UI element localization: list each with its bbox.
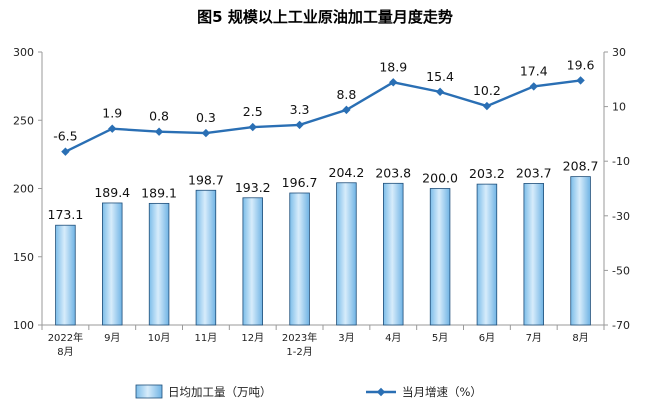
line-point xyxy=(108,124,117,133)
line-point xyxy=(435,87,445,97)
x-tick-label: 5月 xyxy=(432,332,448,344)
bar xyxy=(429,188,451,326)
bar-data-label: 173.1 xyxy=(48,207,84,222)
bar xyxy=(55,224,76,326)
legend-bar-label: 日均加工量（万吨） xyxy=(168,385,272,399)
line-point xyxy=(248,122,257,132)
y-left-tick-label: 150 xyxy=(13,251,34,264)
line-point xyxy=(295,120,304,130)
x-tick-label: 6月 xyxy=(479,332,495,344)
x-tick-label: 2022年 xyxy=(48,331,83,344)
bar xyxy=(289,192,310,326)
y-right-tick-label: 30 xyxy=(612,46,626,59)
line-point xyxy=(61,147,70,156)
bar xyxy=(148,202,170,326)
bar-data-label: 203.8 xyxy=(375,165,411,180)
x-tick-label: 7月 xyxy=(526,332,542,344)
bar xyxy=(195,189,217,326)
y-right-tick-label: -70 xyxy=(612,319,630,332)
line-data-label: 1.9 xyxy=(102,106,122,121)
line-point xyxy=(154,127,164,136)
bar xyxy=(102,202,123,326)
bar-series: 173.1 189.4 189.1 198.7 193.2 196.7 204.2 203.8… xyxy=(48,159,599,326)
line-point xyxy=(201,128,211,138)
line-data-label: 10.2 xyxy=(473,83,501,98)
line-point xyxy=(389,78,398,87)
legend-line-label: 当月增速（%） xyxy=(402,385,482,399)
line-data-label: 2.5 xyxy=(243,104,263,119)
line-data-label: 8.8 xyxy=(336,87,356,102)
x-tick-label: 9月 xyxy=(104,332,120,344)
bar-data-label: 198.7 xyxy=(188,172,224,187)
growth-line xyxy=(64,79,581,153)
x-tick-label: 12月 xyxy=(241,332,264,344)
line-data-label: 17.4 xyxy=(520,63,548,78)
legend: 日均加工量（万吨） 当月增速（%） xyxy=(135,384,482,399)
bar-data-label: 208.7 xyxy=(563,159,599,174)
line-point xyxy=(576,76,585,85)
x-tick-label: 4月 xyxy=(385,332,401,344)
line-data-label: 15.4 xyxy=(426,69,454,84)
x-tick-label: 11月 xyxy=(195,332,218,344)
bar xyxy=(336,182,357,326)
line-point xyxy=(529,82,538,91)
x-tick-label: 2023年 xyxy=(282,331,317,344)
bar xyxy=(570,176,591,326)
bar-data-label: 200.0 xyxy=(422,171,458,186)
bar xyxy=(242,197,263,326)
x-tick-label: 3月 xyxy=(338,332,354,344)
bar xyxy=(523,183,544,326)
y-left-tick-label: 300 xyxy=(13,46,34,59)
axes: 100 150 200 250 300 -70 -50 -30 -10 10 30 2022年 8月 9月… xyxy=(13,46,630,358)
bar-data-label: 196.7 xyxy=(282,175,318,190)
line-data-label: 0.3 xyxy=(196,110,216,125)
y-left-tick-label: 200 xyxy=(13,183,34,196)
chart-title: 图5 规模以上工业原油加工量月度走势 xyxy=(197,8,453,26)
line-data-label: 19.6 xyxy=(567,57,595,72)
y-left-tick-label: 100 xyxy=(13,319,34,332)
line-data-label: -6.5 xyxy=(53,129,77,144)
bar xyxy=(383,182,404,326)
bar-data-label: 203.7 xyxy=(516,165,552,180)
x-tick-label: 8月 xyxy=(57,346,73,358)
bar-data-label: 189.4 xyxy=(94,185,130,200)
legend-bar-swatch xyxy=(135,384,163,399)
y-right-tick-label: 10 xyxy=(612,101,626,114)
x-tick-label: 1-2月 xyxy=(286,346,312,358)
x-tick-label: 10月 xyxy=(148,332,171,344)
y-right-tick-label: -10 xyxy=(612,155,630,168)
x-tick-label: 8月 xyxy=(572,332,588,344)
legend-line-marker xyxy=(376,387,386,397)
bar xyxy=(476,183,498,326)
line-data-label: 18.9 xyxy=(379,59,407,74)
bar-data-label: 193.2 xyxy=(235,180,271,195)
line-series: -6.5 1.9 0.8 0.3 2.5 3.3 8.8 18.9 15.4 10.2 17.4 19… xyxy=(53,57,595,156)
y-right-tick-label: -50 xyxy=(612,264,630,277)
line-point xyxy=(482,101,492,111)
bar-data-label: 203.2 xyxy=(469,166,505,181)
bar-data-label: 189.1 xyxy=(141,185,177,200)
line-data-label: 0.8 xyxy=(149,109,169,124)
y-right-tick-label: -30 xyxy=(612,210,630,223)
line-data-label: 3.3 xyxy=(290,102,310,117)
line-point xyxy=(342,105,351,115)
y-left-tick-label: 250 xyxy=(13,114,34,127)
bar-data-label: 204.2 xyxy=(329,165,365,180)
